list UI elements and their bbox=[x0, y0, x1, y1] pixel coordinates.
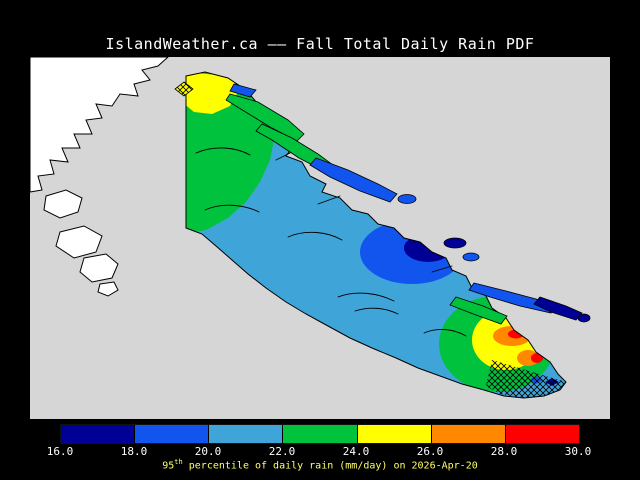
colorbar-segment-2 bbox=[208, 425, 283, 443]
significance-hatch-region bbox=[486, 360, 566, 398]
coastal-island-blue bbox=[462, 252, 480, 262]
colorbar-tick-label: 30.0 bbox=[564, 445, 592, 458]
colorbar-segment-0 bbox=[61, 425, 135, 443]
colorbar bbox=[60, 424, 580, 444]
white-island bbox=[79, 253, 119, 283]
caption-rest: percentile of daily rain (mm/day) on 202… bbox=[182, 460, 478, 472]
colorbar-segment-5 bbox=[430, 425, 505, 443]
gulf-island-blue bbox=[468, 282, 558, 314]
contour-yellow-north bbox=[186, 72, 238, 114]
white-island bbox=[97, 281, 119, 297]
strait-island-blue bbox=[309, 157, 398, 203]
caption-number: 95 bbox=[162, 460, 175, 472]
white-island bbox=[43, 189, 83, 219]
contour-red-tip bbox=[531, 353, 543, 363]
strait-island-blue-small bbox=[397, 194, 417, 204]
colorbar-tick-label: 16.0 bbox=[46, 445, 74, 458]
plot-title: IslandWeather.ca —— Fall Total Daily Rai… bbox=[105, 35, 535, 53]
vancouver-island bbox=[185, 71, 567, 399]
colorbar-segment-3 bbox=[282, 425, 357, 443]
boundary-hatch-diamond-x bbox=[175, 82, 193, 96]
colorbar-segment-4 bbox=[356, 425, 431, 443]
colorbar-tick-label: 24.0 bbox=[342, 445, 370, 458]
inner-terrain-lines bbox=[195, 147, 467, 337]
gulf-island-navy bbox=[533, 296, 583, 321]
colorbar-segment-1 bbox=[134, 425, 209, 443]
coastal-island-navy bbox=[443, 237, 467, 249]
mainland-landmass bbox=[29, 56, 170, 297]
colorbar-tick-label: 26.0 bbox=[416, 445, 444, 458]
strait-island-blue bbox=[229, 83, 257, 98]
colorbar-tick-label: 22.0 bbox=[268, 445, 296, 458]
colorbar-tick-label: 28.0 bbox=[490, 445, 518, 458]
colorbar-segment-6 bbox=[504, 425, 579, 443]
caption: 95th percentile of daily rain (mm/day) o… bbox=[0, 458, 640, 471]
caption-superscript: th bbox=[174, 458, 183, 466]
strait-islands bbox=[225, 83, 591, 325]
colorbar-tick-label: 20.0 bbox=[194, 445, 222, 458]
white-island bbox=[55, 225, 103, 259]
mainland-coast bbox=[29, 56, 170, 193]
gulf-island-navy-small bbox=[577, 313, 591, 323]
colorbar-tick-label: 18.0 bbox=[120, 445, 148, 458]
gulf-island-green bbox=[449, 296, 508, 325]
